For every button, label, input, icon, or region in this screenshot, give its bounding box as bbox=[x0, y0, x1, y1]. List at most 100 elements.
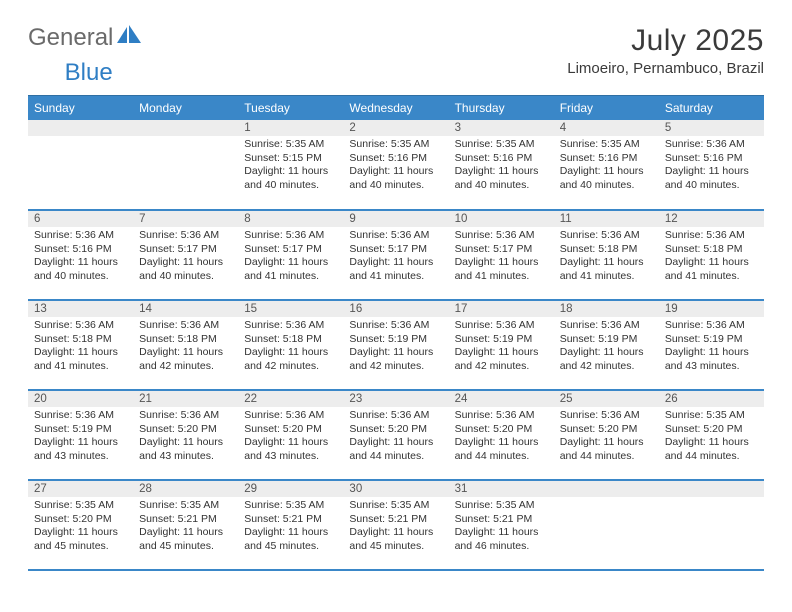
day-details: Sunrise: 5:36 AMSunset: 5:16 PMDaylight:… bbox=[28, 227, 133, 288]
day-number: 17 bbox=[449, 301, 554, 317]
calendar-body: 1Sunrise: 5:35 AMSunset: 5:15 PMDaylight… bbox=[28, 120, 764, 570]
daylight-text: Daylight: 11 hours and 41 minutes. bbox=[665, 256, 758, 283]
day-details: Sunrise: 5:36 AMSunset: 5:17 PMDaylight:… bbox=[449, 227, 554, 288]
calendar-day-cell: 4Sunrise: 5:35 AMSunset: 5:16 PMDaylight… bbox=[554, 120, 659, 210]
daylight-text: Daylight: 11 hours and 43 minutes. bbox=[139, 436, 232, 463]
logo-text-blue: Blue bbox=[65, 59, 113, 87]
day-number bbox=[133, 120, 238, 136]
sunset-text: Sunset: 5:19 PM bbox=[665, 333, 758, 347]
day-number: 16 bbox=[343, 301, 448, 317]
day-number: 7 bbox=[133, 211, 238, 227]
calendar-day-cell: 20Sunrise: 5:36 AMSunset: 5:19 PMDayligh… bbox=[28, 390, 133, 480]
daylight-text: Daylight: 11 hours and 40 minutes. bbox=[139, 256, 232, 283]
sunrise-text: Sunrise: 5:36 AM bbox=[139, 409, 232, 423]
daylight-text: Daylight: 11 hours and 44 minutes. bbox=[665, 436, 758, 463]
calendar-week-row: 1Sunrise: 5:35 AMSunset: 5:15 PMDaylight… bbox=[28, 120, 764, 210]
calendar-day-cell: 21Sunrise: 5:36 AMSunset: 5:20 PMDayligh… bbox=[133, 390, 238, 480]
calendar-day-cell: 13Sunrise: 5:36 AMSunset: 5:18 PMDayligh… bbox=[28, 300, 133, 390]
sunrise-text: Sunrise: 5:35 AM bbox=[349, 499, 442, 513]
day-number: 26 bbox=[659, 391, 764, 407]
daylight-text: Daylight: 11 hours and 40 minutes. bbox=[560, 165, 653, 192]
day-details: Sunrise: 5:36 AMSunset: 5:17 PMDaylight:… bbox=[238, 227, 343, 288]
sunset-text: Sunset: 5:16 PM bbox=[349, 152, 442, 166]
day-number: 10 bbox=[449, 211, 554, 227]
daylight-text: Daylight: 11 hours and 40 minutes. bbox=[665, 165, 758, 192]
sunset-text: Sunset: 5:21 PM bbox=[349, 513, 442, 527]
weekday-header: Wednesday bbox=[343, 96, 448, 121]
daylight-text: Daylight: 11 hours and 45 minutes. bbox=[244, 526, 337, 553]
calendar-day-cell: 12Sunrise: 5:36 AMSunset: 5:18 PMDayligh… bbox=[659, 210, 764, 300]
daylight-text: Daylight: 11 hours and 41 minutes. bbox=[34, 346, 127, 373]
sunrise-text: Sunrise: 5:36 AM bbox=[349, 409, 442, 423]
sunset-text: Sunset: 5:20 PM bbox=[244, 423, 337, 437]
calendar-day-cell bbox=[133, 120, 238, 210]
sunrise-text: Sunrise: 5:35 AM bbox=[349, 138, 442, 152]
logo-sails-icon bbox=[117, 24, 143, 52]
sunrise-text: Sunrise: 5:36 AM bbox=[34, 409, 127, 423]
weekday-header: Sunday bbox=[28, 96, 133, 121]
daylight-text: Daylight: 11 hours and 44 minutes. bbox=[455, 436, 548, 463]
day-number: 4 bbox=[554, 120, 659, 136]
calendar-day-cell: 19Sunrise: 5:36 AMSunset: 5:19 PMDayligh… bbox=[659, 300, 764, 390]
day-number: 3 bbox=[449, 120, 554, 136]
sunrise-text: Sunrise: 5:36 AM bbox=[349, 319, 442, 333]
weekday-header: Friday bbox=[554, 96, 659, 121]
calendar-day-cell bbox=[28, 120, 133, 210]
sunrise-text: Sunrise: 5:36 AM bbox=[139, 319, 232, 333]
calendar-week-row: 27Sunrise: 5:35 AMSunset: 5:20 PMDayligh… bbox=[28, 480, 764, 570]
calendar-day-cell: 18Sunrise: 5:36 AMSunset: 5:19 PMDayligh… bbox=[554, 300, 659, 390]
day-number: 22 bbox=[238, 391, 343, 407]
day-number: 14 bbox=[133, 301, 238, 317]
sunrise-text: Sunrise: 5:36 AM bbox=[560, 229, 653, 243]
sunset-text: Sunset: 5:19 PM bbox=[455, 333, 548, 347]
calendar-day-cell bbox=[659, 480, 764, 570]
day-number: 19 bbox=[659, 301, 764, 317]
day-details: Sunrise: 5:36 AMSunset: 5:19 PMDaylight:… bbox=[28, 407, 133, 468]
daylight-text: Daylight: 11 hours and 42 minutes. bbox=[244, 346, 337, 373]
sunset-text: Sunset: 5:16 PM bbox=[560, 152, 653, 166]
calendar-day-cell: 15Sunrise: 5:36 AMSunset: 5:18 PMDayligh… bbox=[238, 300, 343, 390]
calendar-day-cell: 10Sunrise: 5:36 AMSunset: 5:17 PMDayligh… bbox=[449, 210, 554, 300]
calendar-day-cell: 24Sunrise: 5:36 AMSunset: 5:20 PMDayligh… bbox=[449, 390, 554, 480]
weekday-header: Saturday bbox=[659, 96, 764, 121]
day-details: Sunrise: 5:36 AMSunset: 5:18 PMDaylight:… bbox=[659, 227, 764, 288]
sunset-text: Sunset: 5:21 PM bbox=[139, 513, 232, 527]
daylight-text: Daylight: 11 hours and 41 minutes. bbox=[455, 256, 548, 283]
calendar-week-row: 13Sunrise: 5:36 AMSunset: 5:18 PMDayligh… bbox=[28, 300, 764, 390]
sunrise-text: Sunrise: 5:36 AM bbox=[244, 319, 337, 333]
sunrise-text: Sunrise: 5:36 AM bbox=[455, 409, 548, 423]
weekday-header: Tuesday bbox=[238, 96, 343, 121]
sunset-text: Sunset: 5:17 PM bbox=[244, 243, 337, 257]
daylight-text: Daylight: 11 hours and 40 minutes. bbox=[455, 165, 548, 192]
daylight-text: Daylight: 11 hours and 42 minutes. bbox=[560, 346, 653, 373]
daylight-text: Daylight: 11 hours and 41 minutes. bbox=[349, 256, 442, 283]
day-details: Sunrise: 5:36 AMSunset: 5:18 PMDaylight:… bbox=[133, 317, 238, 378]
day-details: Sunrise: 5:36 AMSunset: 5:20 PMDaylight:… bbox=[133, 407, 238, 468]
calendar-day-cell: 9Sunrise: 5:36 AMSunset: 5:17 PMDaylight… bbox=[343, 210, 448, 300]
day-details: Sunrise: 5:35 AMSunset: 5:21 PMDaylight:… bbox=[238, 497, 343, 558]
weekday-header: Monday bbox=[133, 96, 238, 121]
sunrise-text: Sunrise: 5:35 AM bbox=[139, 499, 232, 513]
daylight-text: Daylight: 11 hours and 42 minutes. bbox=[455, 346, 548, 373]
title-block: July 2025 Limoeiro, Pernambuco, Brazil bbox=[567, 24, 764, 77]
day-details: Sunrise: 5:36 AMSunset: 5:17 PMDaylight:… bbox=[343, 227, 448, 288]
calendar-week-row: 6Sunrise: 5:36 AMSunset: 5:16 PMDaylight… bbox=[28, 210, 764, 300]
daylight-text: Daylight: 11 hours and 46 minutes. bbox=[455, 526, 548, 553]
day-details: Sunrise: 5:36 AMSunset: 5:16 PMDaylight:… bbox=[659, 136, 764, 197]
sunset-text: Sunset: 5:17 PM bbox=[349, 243, 442, 257]
day-details: Sunrise: 5:35 AMSunset: 5:16 PMDaylight:… bbox=[554, 136, 659, 197]
calendar-day-cell: 22Sunrise: 5:36 AMSunset: 5:20 PMDayligh… bbox=[238, 390, 343, 480]
sunrise-text: Sunrise: 5:35 AM bbox=[560, 138, 653, 152]
calendar-day-cell: 23Sunrise: 5:36 AMSunset: 5:20 PMDayligh… bbox=[343, 390, 448, 480]
day-number: 13 bbox=[28, 301, 133, 317]
sunset-text: Sunset: 5:18 PM bbox=[560, 243, 653, 257]
calendar-day-cell: 8Sunrise: 5:36 AMSunset: 5:17 PMDaylight… bbox=[238, 210, 343, 300]
calendar-day-cell: 29Sunrise: 5:35 AMSunset: 5:21 PMDayligh… bbox=[238, 480, 343, 570]
calendar-week-row: 20Sunrise: 5:36 AMSunset: 5:19 PMDayligh… bbox=[28, 390, 764, 480]
sunset-text: Sunset: 5:17 PM bbox=[455, 243, 548, 257]
day-number: 15 bbox=[238, 301, 343, 317]
day-details: Sunrise: 5:36 AMSunset: 5:18 PMDaylight:… bbox=[554, 227, 659, 288]
daylight-text: Daylight: 11 hours and 42 minutes. bbox=[139, 346, 232, 373]
day-details: Sunrise: 5:36 AMSunset: 5:20 PMDaylight:… bbox=[554, 407, 659, 468]
day-number: 2 bbox=[343, 120, 448, 136]
